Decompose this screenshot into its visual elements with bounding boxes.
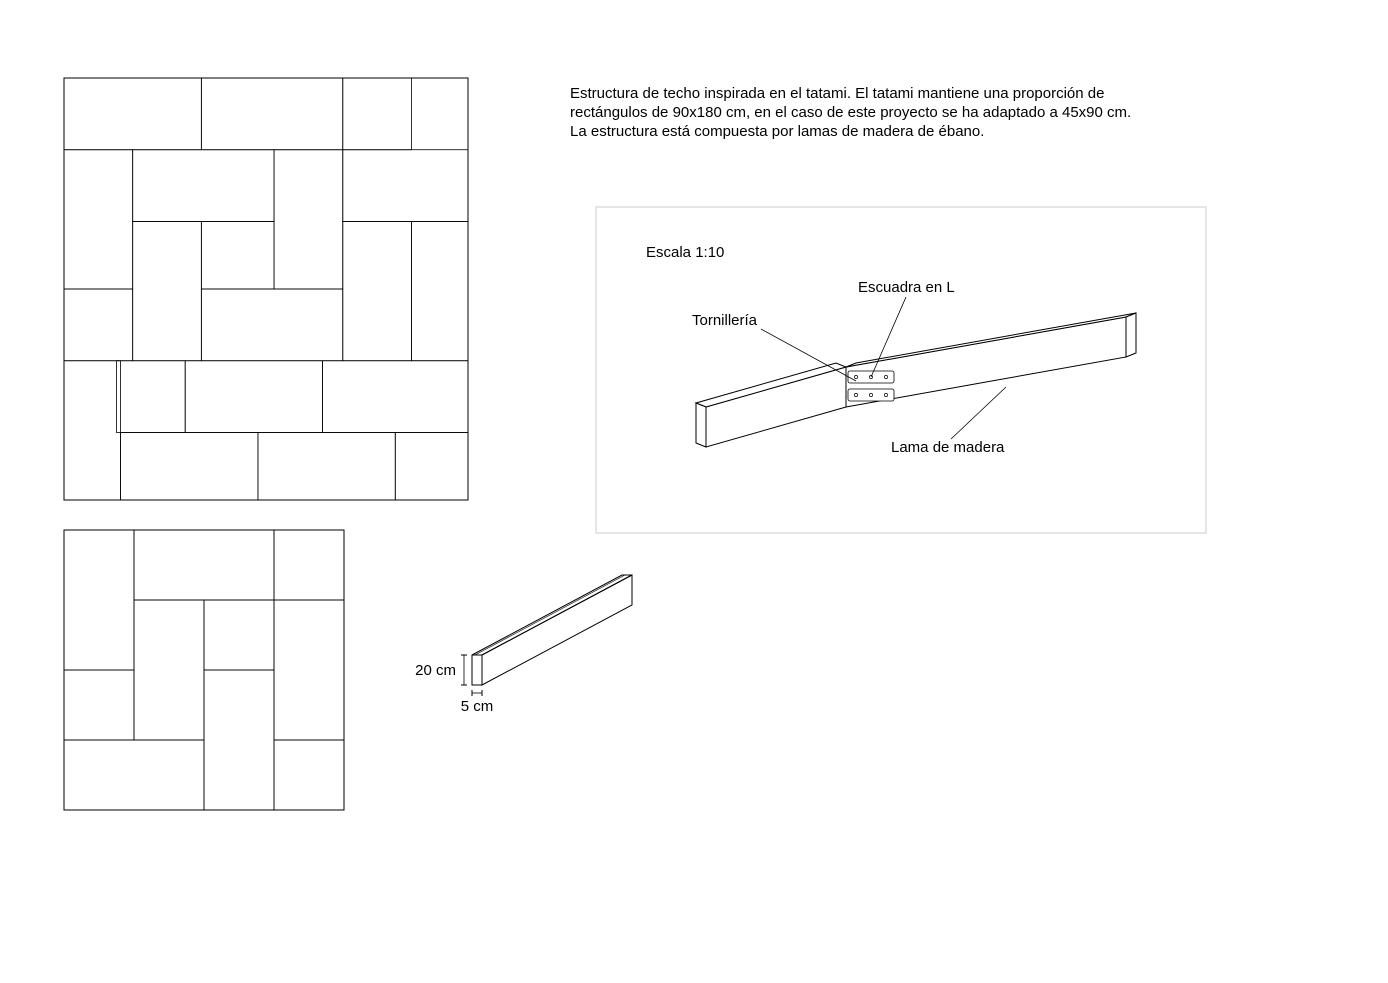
label-lama: Lama de madera bbox=[891, 439, 1005, 456]
label-escuadra: Escuadra en L bbox=[858, 279, 955, 296]
scale-label: Escala 1:10 bbox=[646, 244, 724, 261]
technical-drawing: Estructura de techo inspirada en el tata… bbox=[0, 0, 1388, 978]
tatami-pattern-large bbox=[64, 78, 468, 500]
joint-detail-panel: Escala 1:10 Escuadra en L Tornillería Lama … bbox=[596, 207, 1206, 533]
l-bracket-bottom bbox=[848, 389, 894, 401]
desc-line-3: La estructura está compuesta por lamas d… bbox=[570, 123, 984, 140]
desc-line-2: rectángulos de 90x180 cm, en el caso de … bbox=[570, 104, 1131, 121]
left-plank bbox=[696, 363, 846, 447]
plank-dimension-diagram: 20 cm 5 cm bbox=[415, 575, 632, 715]
description-text: Estructura de techo inspirada en el tata… bbox=[570, 85, 1131, 140]
plank-height-label: 20 cm bbox=[415, 662, 456, 679]
desc-line-1: Estructura de techo inspirada en el tata… bbox=[570, 85, 1104, 102]
label-tornilleria: Tornillería bbox=[692, 312, 758, 329]
plank-width-label: 5 cm bbox=[461, 698, 494, 715]
tatami-pattern-small bbox=[64, 530, 344, 810]
